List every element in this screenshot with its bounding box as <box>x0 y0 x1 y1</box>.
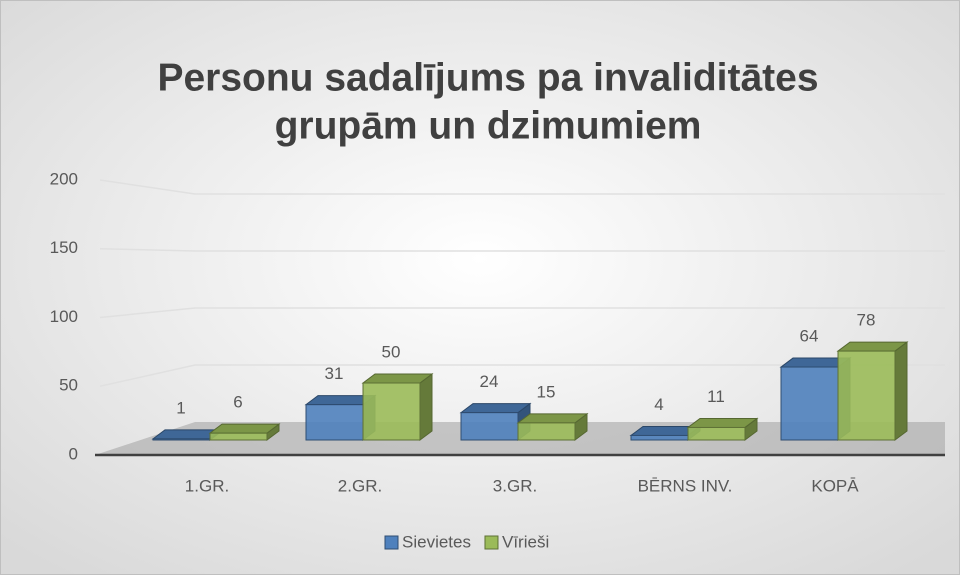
grid-line <box>99 307 945 319</box>
data-label: 31 <box>325 364 344 383</box>
data-label: 15 <box>537 382 556 401</box>
chart-title: Personu sadalījums pa invaliditātes <box>157 56 818 99</box>
data-label: 11 <box>707 387 725 406</box>
data-label: 4 <box>654 395 663 414</box>
data-label: 64 <box>800 327 819 346</box>
data-label: 24 <box>480 372 499 391</box>
y-tick-label: 50 <box>59 376 78 395</box>
bar <box>361 373 434 441</box>
bar <box>208 423 281 441</box>
grid-line <box>99 364 945 387</box>
data-label: 50 <box>382 342 401 361</box>
x-tick-label: BĒRNS INV. <box>638 476 733 495</box>
data-label: 6 <box>233 393 242 412</box>
grid-line <box>99 179 945 195</box>
x-tick-label: 1.GR. <box>185 476 229 495</box>
grid-line <box>99 248 945 252</box>
legend-swatch <box>384 535 399 550</box>
x-tick-label: 2.GR. <box>338 476 382 495</box>
legend-label: Vīrieši <box>502 532 549 551</box>
y-tick-label: 0 <box>69 444 78 463</box>
x-tick-label: KOPĀ <box>811 476 859 495</box>
y-tick-label: 200 <box>50 169 78 188</box>
data-label: 1 <box>176 398 185 417</box>
bar <box>516 412 589 441</box>
bar <box>836 341 909 441</box>
y-tick-label: 100 <box>50 307 78 326</box>
legend-swatch <box>484 535 499 550</box>
bar <box>686 417 759 441</box>
y-tick-label: 150 <box>50 238 78 257</box>
chart-title: grupām un dzimumiem <box>275 104 702 147</box>
x-tick-label: 3.GR. <box>493 476 537 495</box>
data-label: 78 <box>857 311 876 330</box>
legend-label: Sievietes <box>402 532 471 551</box>
